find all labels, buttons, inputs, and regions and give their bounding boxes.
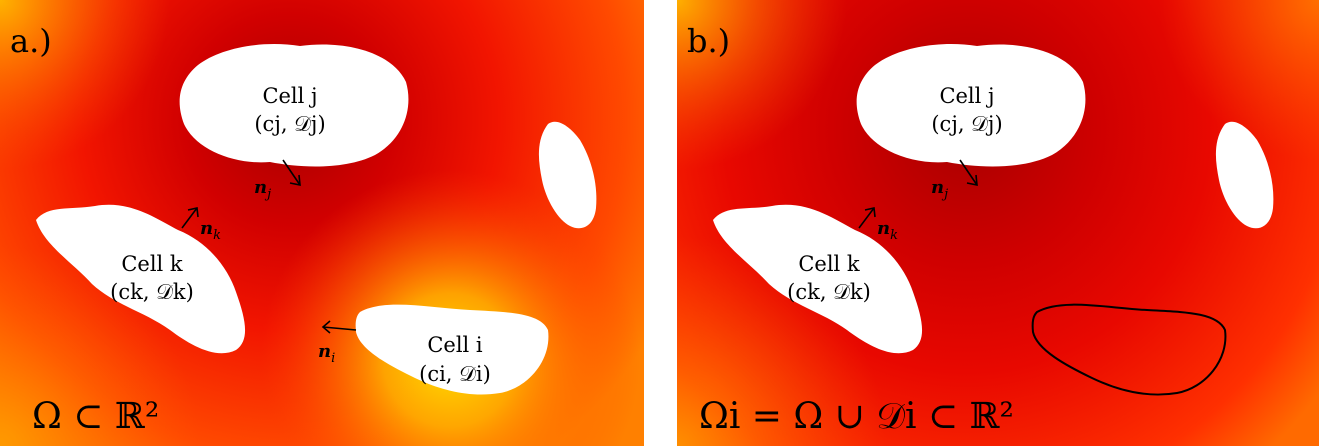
panel-letter: b.) <box>687 22 730 60</box>
cell-unlabeled-shape <box>1215 121 1274 229</box>
normal-arrow-j <box>959 159 978 186</box>
cell-j-params: (cj, 𝒟j) <box>254 112 325 136</box>
cell-j-name: Cell j <box>939 84 994 108</box>
cell-k-params: (ck, 𝒟k) <box>110 280 194 304</box>
cell-i-outline <box>1031 303 1227 396</box>
normal-arrow-j <box>282 159 301 186</box>
normal-label-k: nk <box>200 218 221 243</box>
cell-unlabeled-shape <box>538 121 597 229</box>
normal-label-j: nj <box>254 177 271 202</box>
domain-label: Ωi = Ω ∪ 𝒟i ⊂ ℝ² <box>699 396 1014 437</box>
cell-j-shape <box>179 44 409 167</box>
cell-k-name: Cell k <box>121 252 183 276</box>
panel-b-figure: b.) Cell j (cj, 𝒟j) Cell k (ck, 𝒟k) nj n… <box>677 0 1319 446</box>
normal-arrow-k <box>858 207 875 229</box>
cell-k-name: Cell k <box>798 252 860 276</box>
cell-k-shape <box>713 204 923 354</box>
normal-arrow-i <box>322 326 357 331</box>
cell-j-shape <box>856 44 1086 167</box>
cell-j-params: (cj, 𝒟j) <box>931 112 1002 136</box>
cell-i-params: (ci, 𝒟i) <box>419 362 491 386</box>
normal-label-k: nk <box>877 218 898 243</box>
panel-b: b.) Cell j (cj, 𝒟j) Cell k (ck, 𝒟k) nj n… <box>677 0 1319 446</box>
normal-label-i: ni <box>318 341 335 366</box>
cell-i-shape <box>355 304 549 395</box>
cell-j-name: Cell j <box>262 84 317 108</box>
cell-k-shape <box>36 204 246 354</box>
normal-arrow-k <box>181 207 198 229</box>
panel-a: a.) Cell j (cj, 𝒟j) Cell k (ck, 𝒟k) Cell… <box>0 0 644 446</box>
normal-label-j: nj <box>931 177 948 202</box>
cell-k-params: (ck, 𝒟k) <box>787 280 871 304</box>
domain-label: Ω ⊂ ℝ² <box>32 396 159 437</box>
panel-a-figure: a.) Cell j (cj, 𝒟j) Cell k (ck, 𝒟k) Cell… <box>0 0 644 446</box>
panel-letter: a.) <box>10 22 52 60</box>
cell-i-name: Cell i <box>427 333 483 357</box>
